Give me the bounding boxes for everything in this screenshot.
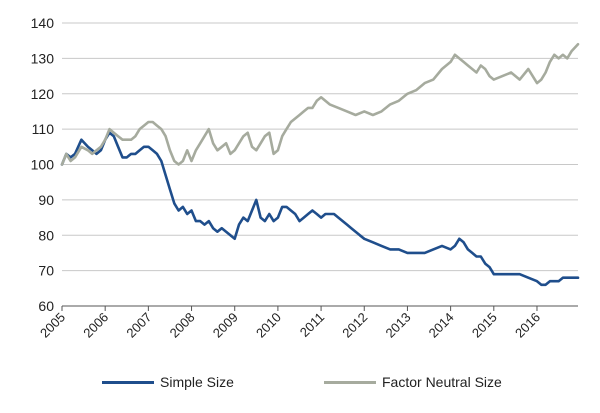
series-line-simple-size: [60, 131, 580, 287]
x-tick-label: 2010: [253, 310, 284, 341]
y-tick-label: 120: [31, 86, 55, 102]
x-axis-ticks: 2005 2006 2007 2008 2009 2010 2011 2012 2013 2014…: [37, 310, 543, 341]
legend-swatch-simple-size: [102, 380, 154, 384]
x-tick-label: 2008: [167, 310, 198, 341]
x-tick-label: 2009: [210, 310, 241, 341]
x-tick-label: 2013: [383, 310, 414, 341]
x-tick-label: 2007: [123, 310, 154, 341]
y-tick-label: 80: [38, 227, 54, 243]
x-tick-label: 2014: [426, 310, 457, 341]
x-tick-label: 2005: [37, 310, 68, 341]
y-tick-label: 110: [32, 121, 55, 137]
axes: [61, 305, 578, 311]
legend-item-simple-size: Simple Size: [102, 374, 234, 390]
x-tick-label: 2006: [80, 310, 111, 341]
y-tick-label: 130: [31, 50, 55, 66]
x-tick-label: 2011: [297, 310, 327, 340]
gridlines: [62, 22, 578, 307]
legend-label-simple-size: Simple Size: [160, 374, 234, 390]
y-tick-label: 60: [38, 298, 54, 314]
series-line-factor-neutral-size: [60, 42, 580, 166]
series-lines: [60, 42, 580, 287]
legend-item-factor-neutral-size: Factor Neutral Size: [324, 374, 502, 390]
x-tick-label: 2015: [469, 310, 500, 341]
legend: Simple Size Factor Neutral Size: [0, 374, 600, 398]
x-tick-label: 2016: [512, 310, 543, 341]
legend-label-factor-neutral-size: Factor Neutral Size: [382, 374, 502, 390]
line-chart: 60 70 80 90 100 110 120 130 140 2005 2006 2007 2008…: [31, 15, 580, 341]
y-axis-ticks: 60 70 80 90 100 110 120 130 140: [31, 15, 55, 314]
y-tick-label: 140: [31, 15, 55, 31]
x-tick-label: 2012: [339, 310, 370, 341]
legend-swatch-factor-neutral-size: [324, 380, 376, 384]
y-tick-label: 100: [31, 157, 55, 173]
y-tick-label: 70: [38, 263, 54, 279]
y-tick-label: 90: [38, 192, 54, 208]
